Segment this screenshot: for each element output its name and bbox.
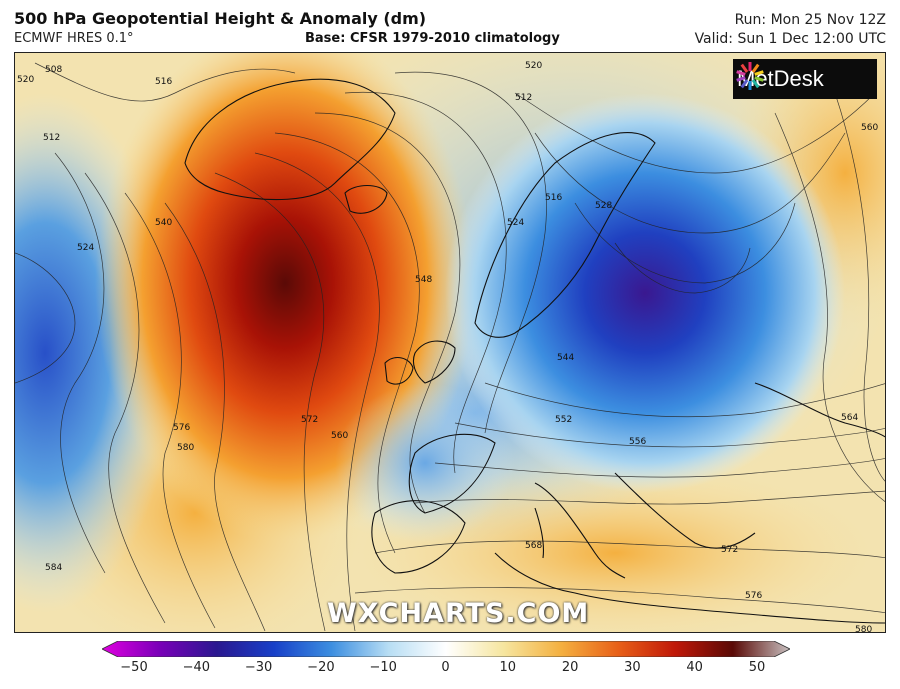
base-climatology-label: Base: CFSR 1979-2010 climatology: [305, 31, 560, 46]
contour-label: 568: [525, 541, 543, 551]
colorbar-tick-label: 10: [499, 660, 517, 675]
height-contours: [15, 62, 885, 632]
contour-label: 572: [721, 545, 739, 555]
colorbar-tick-label: 40: [686, 660, 703, 675]
contour-label: 516: [545, 193, 563, 203]
colorbar-tick-label: 30: [624, 660, 641, 675]
colorbar-tick-label: −10: [369, 660, 397, 675]
contour-label: 516: [155, 77, 173, 87]
contour-label: 584: [45, 563, 63, 573]
anomaly-field: [15, 53, 885, 632]
chart-header: 500 hPa Geopotential Height & Anomaly (d…: [0, 0, 900, 52]
chart-title: 500 hPa Geopotential Height & Anomaly (d…: [14, 9, 427, 28]
coastlines: [184, 78, 885, 624]
contour-label: 580: [855, 625, 873, 633]
contour-label: 576: [173, 423, 191, 433]
colorbar-tick-label: 50: [748, 660, 766, 675]
metdesk-logo: MetDesk: [733, 59, 877, 99]
colorbar-tick-label: 20: [561, 660, 579, 675]
contour-label: 512: [43, 133, 61, 143]
colorbar-tick-label: 0: [441, 660, 450, 675]
contour-label: 524: [77, 243, 95, 253]
contour-label: 560: [861, 123, 879, 133]
anomaly-map: MetDesk WXCHARTS.COM 520 508 516 512 524 540 5…: [14, 52, 886, 633]
contour-label: 576: [745, 591, 763, 601]
contour-label: 580: [177, 443, 195, 453]
contour-label: 544: [557, 353, 575, 363]
contour-label: 508: [45, 65, 63, 75]
valid-time-label: Valid: Sun 1 Dec 12:00 UTC: [694, 31, 886, 47]
contour-label: 552: [555, 415, 573, 425]
contour-label: 560: [331, 431, 349, 441]
metdesk-starburst-logo: [736, 62, 764, 90]
contour-label: 556: [629, 437, 647, 447]
anomaly-colorbar: [102, 641, 790, 657]
contour-label: 528: [595, 201, 613, 211]
contour-label: 520: [17, 75, 35, 85]
colorbar-tick-label: −40: [182, 660, 211, 675]
contour-label: 520: [525, 61, 543, 71]
contour-label: 524: [507, 218, 525, 228]
wxcharts-watermark: WXCHARTS.COM: [327, 598, 590, 629]
colorbar-tick-label: −50: [120, 660, 148, 675]
contour-label: 572: [301, 415, 319, 425]
model-label: ECMWF HRES 0.1°: [14, 31, 134, 46]
contour-label: 540: [155, 218, 173, 228]
contour-label: 564: [841, 413, 859, 423]
colorbar-tick-label: −30: [244, 660, 273, 675]
contour-label: 548: [415, 275, 433, 285]
contour-label: 512: [515, 93, 533, 103]
run-time-label: Run: Mon 25 Nov 12Z: [734, 12, 886, 28]
colorbar-ticks: −50 −40 −30 −20 −10 0 10 20 30 40 50: [0, 658, 900, 678]
colorbar-tick-label: −20: [307, 660, 335, 675]
